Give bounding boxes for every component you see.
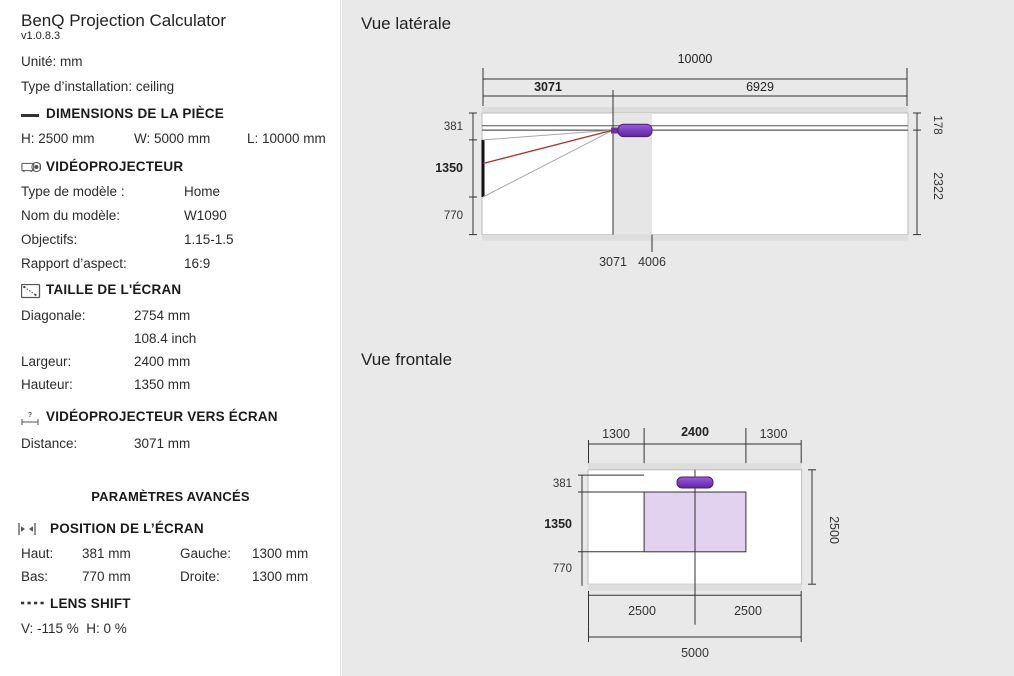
svg-text:1300: 1300 <box>602 427 630 441</box>
svg-text:381: 381 <box>553 478 572 490</box>
svg-text:5000: 5000 <box>681 646 709 660</box>
svg-text:2500: 2500 <box>734 604 762 618</box>
svg-text:?: ? <box>28 412 32 419</box>
svg-text:2500: 2500 <box>827 516 841 544</box>
svg-text:1300: 1300 <box>760 427 788 441</box>
svg-text:1350: 1350 <box>544 517 572 531</box>
svg-text:770: 770 <box>553 563 572 575</box>
svg-text:2500: 2500 <box>628 604 656 618</box>
svg-text:2400: 2400 <box>681 425 709 439</box>
